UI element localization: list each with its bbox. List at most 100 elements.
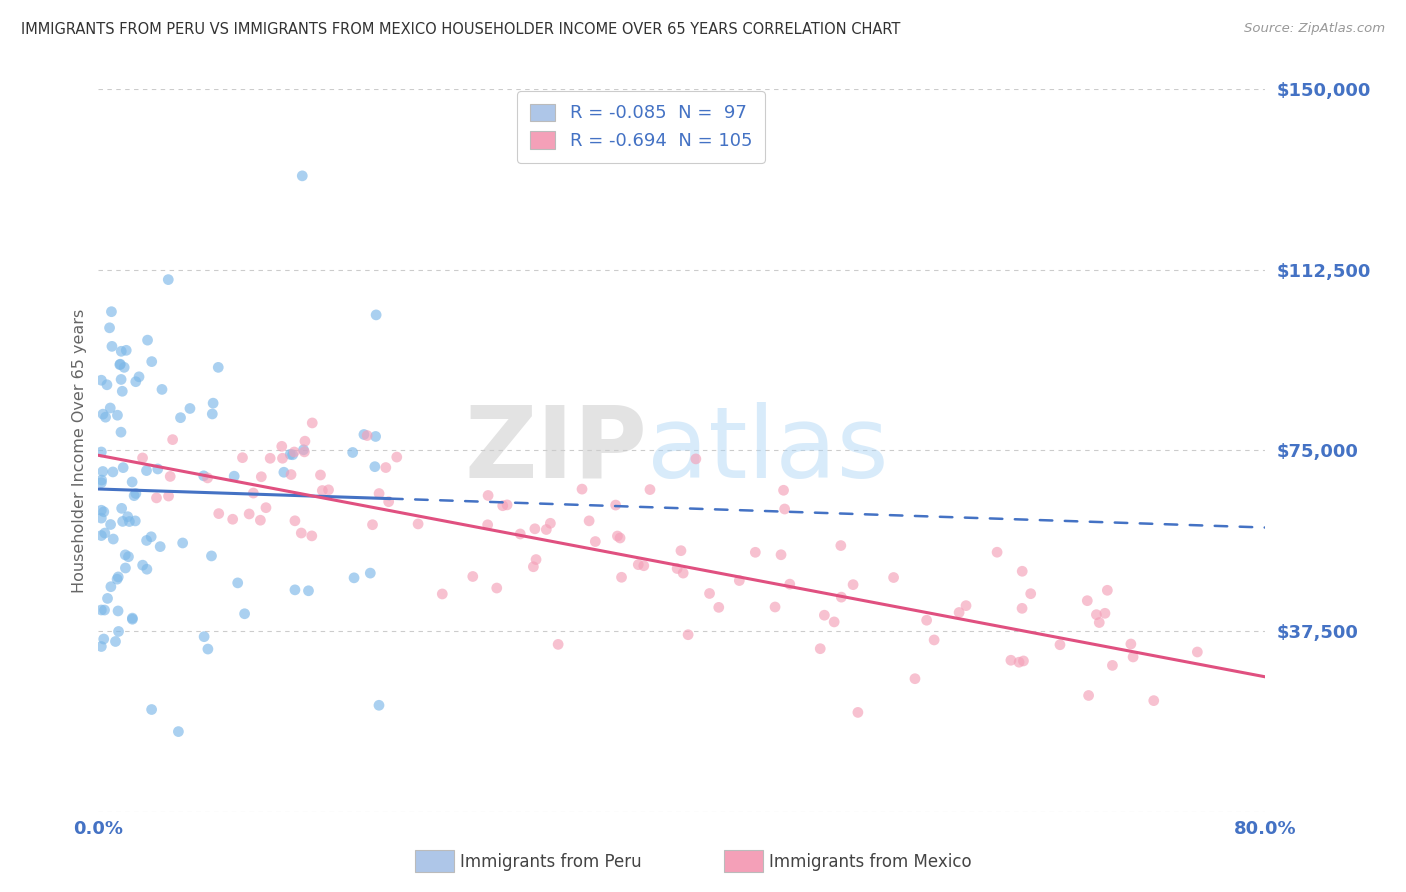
Point (284, 514, 307, 528)
Point (1088, 615, 1111, 630)
Point (496, 498, 519, 512)
Point (128, 369, 150, 384)
Point (202, 396, 225, 410)
Point (149, 540, 172, 554)
Point (200, 549, 222, 563)
Point (685, 451, 707, 466)
Point (131, 450, 153, 465)
Point (110, 372, 132, 386)
Text: Source: ZipAtlas.com: Source: ZipAtlas.com (1244, 22, 1385, 36)
Point (955, 599, 977, 613)
Point (107, 570, 129, 584)
Point (93, 632, 115, 646)
Point (94, 410, 117, 425)
Point (112, 460, 135, 475)
Point (605, 498, 627, 512)
Point (707, 600, 730, 615)
Point (1119, 637, 1142, 651)
Point (283, 445, 305, 459)
Point (90, 473, 112, 487)
Point (773, 502, 796, 516)
Point (107, 408, 129, 422)
Point (104, 634, 127, 648)
Point (763, 599, 786, 614)
Point (114, 548, 136, 562)
Point (107, 624, 129, 639)
Point (117, 509, 139, 524)
Point (1143, 693, 1166, 707)
Point (197, 471, 219, 485)
Point (406, 516, 429, 531)
Point (96, 377, 118, 392)
Point (118, 515, 141, 529)
Point (638, 483, 661, 497)
Point (117, 549, 139, 564)
Point (915, 613, 938, 627)
Point (318, 483, 340, 497)
Point (606, 529, 628, 543)
Point (353, 427, 375, 442)
Point (883, 570, 905, 584)
Point (846, 706, 869, 720)
Point (159, 469, 181, 483)
Point (90, 528, 112, 542)
Point (292, 445, 315, 459)
Point (169, 410, 191, 425)
Point (385, 450, 408, 464)
Point (301, 529, 323, 543)
Point (1101, 658, 1123, 673)
Point (271, 451, 294, 466)
Point (254, 500, 277, 515)
Point (610, 570, 633, 584)
Point (509, 527, 531, 541)
Point (233, 607, 256, 621)
Point (377, 494, 399, 508)
Point (361, 517, 384, 532)
Point (112, 360, 135, 375)
Point (284, 582, 307, 597)
Text: atlas: atlas (647, 402, 889, 499)
Point (101, 339, 124, 353)
Point (728, 574, 751, 588)
Point (633, 558, 655, 573)
Point (90, 511, 112, 525)
Point (93, 603, 115, 617)
Point (1076, 593, 1098, 607)
Point (135, 464, 157, 478)
Point (172, 536, 194, 550)
Point (342, 445, 364, 459)
Point (136, 333, 159, 347)
Point (221, 512, 243, 526)
Point (124, 514, 146, 528)
Point (121, 475, 143, 489)
Point (1000, 653, 1022, 667)
Point (122, 489, 145, 503)
Point (547, 637, 569, 651)
Point (609, 531, 631, 545)
Point (125, 486, 148, 500)
Point (669, 543, 692, 558)
Point (1049, 638, 1071, 652)
Point (224, 469, 246, 483)
Point (141, 530, 163, 544)
Point (524, 552, 547, 566)
Point (281, 448, 304, 462)
Point (111, 515, 134, 529)
Point (1094, 607, 1116, 621)
Point (91, 407, 114, 421)
Point (986, 545, 1008, 559)
Point (356, 428, 378, 442)
Point (105, 572, 128, 586)
Point (141, 354, 163, 368)
Point (477, 517, 499, 532)
Point (1077, 689, 1099, 703)
Point (571, 482, 593, 496)
Point (627, 558, 650, 572)
Point (432, 587, 454, 601)
Point (141, 702, 163, 716)
Point (101, 465, 124, 479)
Point (366, 308, 388, 322)
Point (100, 304, 122, 318)
Point (93, 505, 115, 519)
Point (461, 569, 484, 583)
